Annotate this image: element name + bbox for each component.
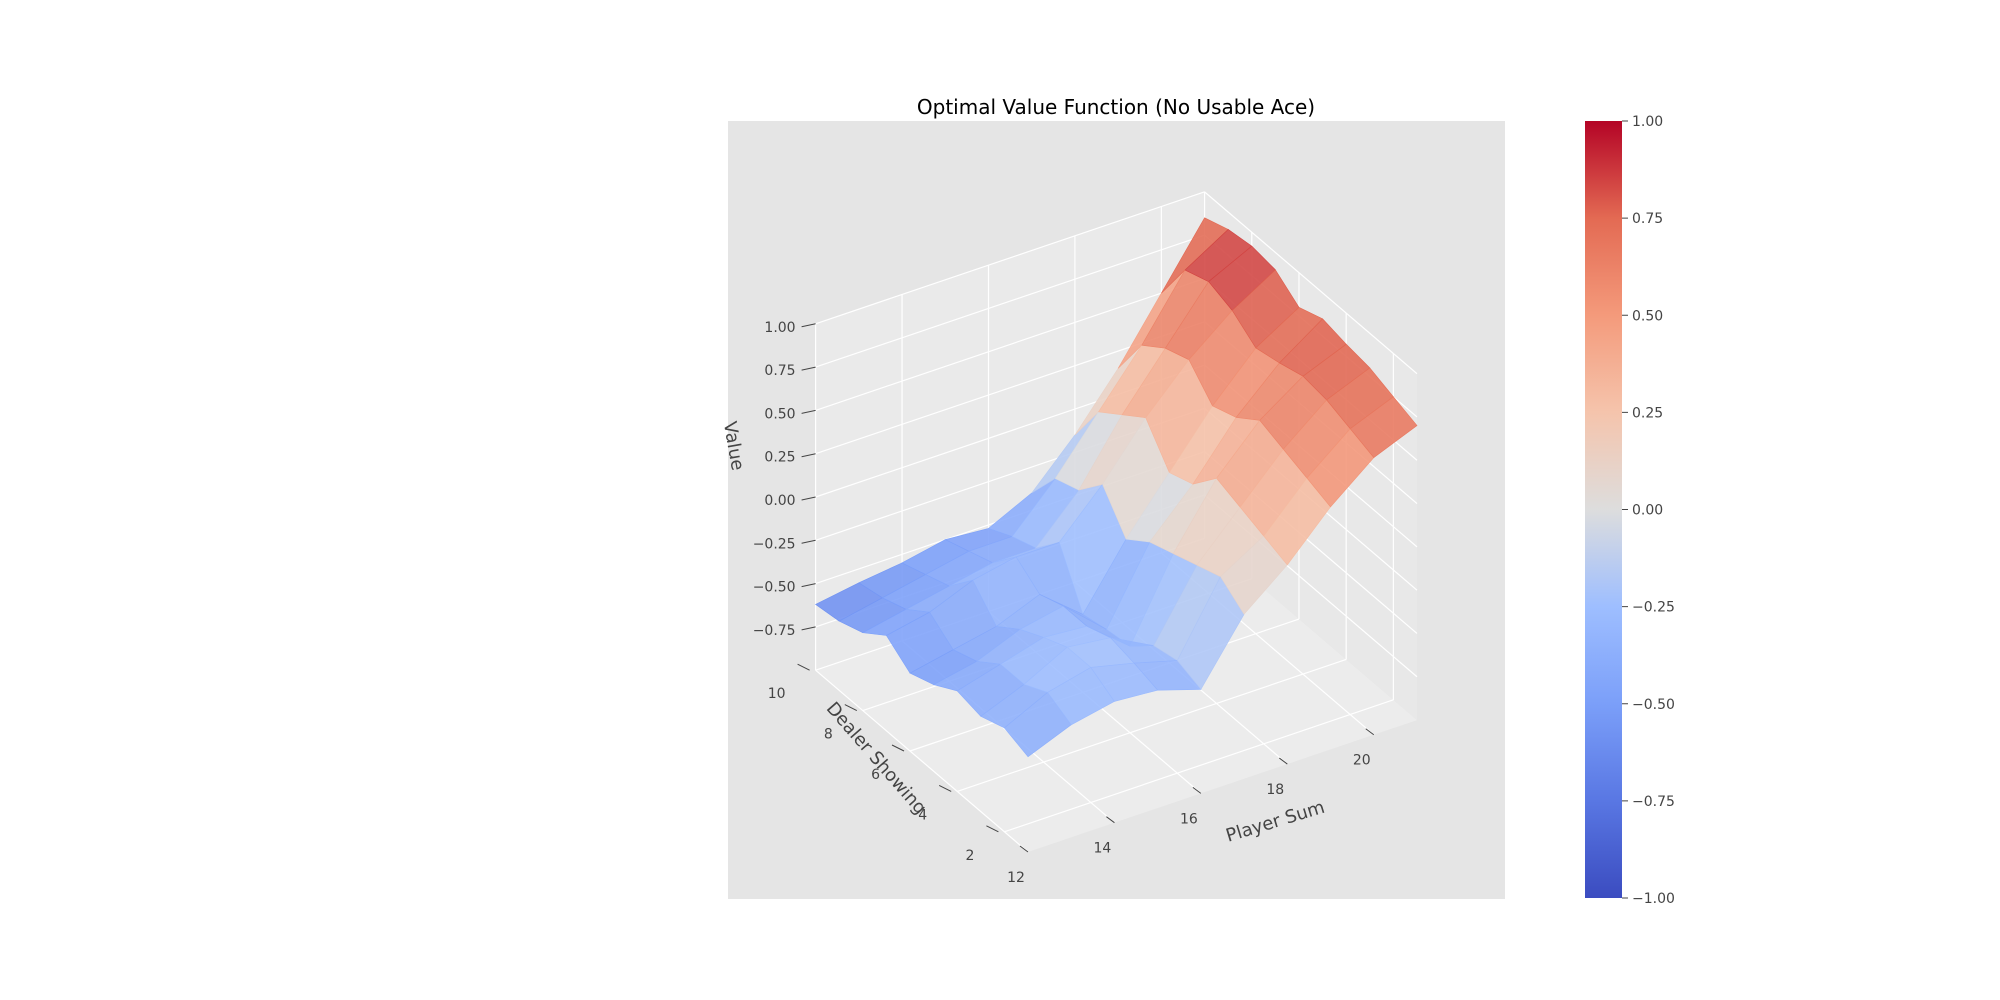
z-tick-label: 0.00 bbox=[764, 493, 795, 509]
grid-line bbox=[815, 669, 1029, 853]
x-tick-label: 16 bbox=[1180, 811, 1198, 827]
y-tick bbox=[844, 704, 858, 712]
x-tick-label: 20 bbox=[1353, 753, 1371, 769]
z-tick bbox=[801, 496, 816, 501]
axes-group: 12 14 16 18 20 2 4 6 8 10 −0.75 −0.50 −0.25 0.00 0.25 0… bbox=[753, 320, 1375, 886]
x-tick bbox=[1106, 816, 1115, 824]
z-tick-label: −0.25 bbox=[753, 536, 796, 552]
y-tick-label: 6 bbox=[871, 767, 880, 783]
grid-line bbox=[1204, 191, 1418, 375]
z-tick-label: 0.50 bbox=[764, 406, 795, 422]
colorbar-ticks: 1.00 0.75 0.50 0.25 0.00 −0.25 −0.50 −0.75 −1.00 bbox=[1622, 114, 1675, 907]
z-tick bbox=[801, 626, 816, 631]
y-tick-label: 10 bbox=[768, 686, 786, 702]
z-tick-label: −0.50 bbox=[753, 580, 796, 596]
colorbar-tick-label: 0.25 bbox=[1632, 405, 1663, 421]
y-tick bbox=[797, 663, 810, 671]
y-tick-label: 2 bbox=[965, 848, 974, 864]
x-tick-label: 12 bbox=[1007, 870, 1025, 886]
x-tick bbox=[1365, 728, 1375, 736]
x-tick-label: 14 bbox=[1094, 841, 1112, 857]
colorbar-tick-label: 0.50 bbox=[1632, 308, 1663, 324]
colorbar-tick-label: 0.00 bbox=[1632, 503, 1663, 519]
x-tick bbox=[1019, 845, 1029, 853]
z-tick bbox=[801, 323, 816, 328]
chart-title: Optimal Value Function (No Usable Ace) bbox=[917, 95, 1315, 119]
y-tick bbox=[938, 784, 952, 792]
surface-plot bbox=[815, 217, 1418, 758]
z-tick bbox=[801, 583, 816, 588]
colorbar bbox=[1585, 121, 1622, 898]
y-tick-label: 4 bbox=[918, 807, 927, 823]
surface-patch bbox=[1349, 396, 1418, 459]
grid-line bbox=[815, 234, 1205, 368]
grid-line bbox=[1004, 699, 1394, 833]
z-tick bbox=[801, 409, 816, 414]
x-tick-label: 18 bbox=[1266, 782, 1284, 798]
z-tick-label: 0.75 bbox=[764, 363, 795, 379]
colorbar-tick-label: −0.75 bbox=[1632, 794, 1675, 810]
z-tick-label: 0.25 bbox=[764, 450, 795, 466]
y-tick bbox=[891, 744, 905, 752]
z-tick bbox=[801, 539, 816, 544]
y-tick bbox=[986, 825, 999, 833]
colorbar-tick-label: 0.75 bbox=[1632, 211, 1663, 227]
grid-line bbox=[815, 191, 1205, 325]
colorbar-tick-label: −0.25 bbox=[1632, 600, 1675, 616]
grid-line bbox=[815, 277, 1205, 411]
z-tick bbox=[801, 453, 816, 458]
x-tick bbox=[1279, 757, 1288, 765]
grid-line bbox=[957, 658, 1347, 792]
colorbar-tick-label: −1.00 bbox=[1632, 891, 1675, 907]
z-tick-label: −0.75 bbox=[753, 623, 796, 639]
x-tick bbox=[1192, 786, 1202, 794]
colorbar-tick-label: 1.00 bbox=[1632, 114, 1663, 130]
y-tick-label: 8 bbox=[824, 727, 833, 743]
colorbar-tick-label: −0.50 bbox=[1632, 697, 1675, 713]
z-tick-label: 1.00 bbox=[764, 320, 795, 336]
z-tick bbox=[801, 366, 816, 371]
